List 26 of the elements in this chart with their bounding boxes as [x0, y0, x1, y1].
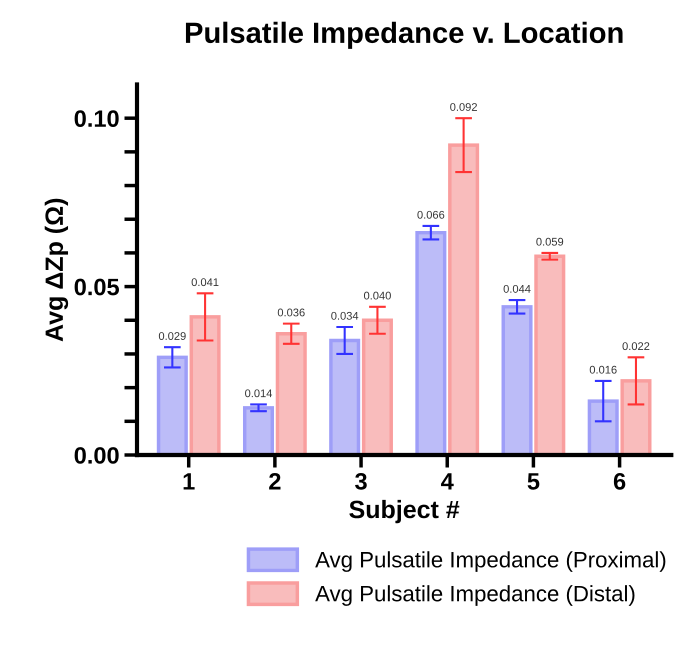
x-tick-label: 3: [355, 472, 367, 490]
data-label: 0.014: [245, 389, 272, 398]
y-tick-label: 0.00: [74, 447, 119, 464]
data-label: 0.059: [536, 238, 564, 246]
data-label: 0.066: [417, 210, 444, 219]
x-tick-label: 4: [441, 473, 454, 490]
chart-title: Pulsatile Impedance v. Location: [186, 22, 623, 49]
x-tick-label: 2: [269, 472, 281, 490]
data-label: 0.034: [331, 312, 358, 320]
data-label: 0.040: [364, 292, 391, 300]
y-tick-label: 0.10: [74, 110, 119, 127]
data-label: 0.044: [504, 284, 531, 293]
x-tick-label: 5: [528, 473, 540, 490]
data-label: 0.016: [590, 366, 617, 374]
x-tick-label: 1: [184, 473, 195, 490]
data-label: 0.036: [278, 308, 305, 316]
data-label: 0.041: [192, 278, 218, 286]
legend-label: Avg Pulsatile Impedance (Proximal): [315, 551, 666, 572]
y-tick-label: 0.05: [74, 278, 119, 296]
data-label: 0.022: [622, 342, 650, 350]
data-label: 0.092: [450, 103, 477, 111]
y-axis-title: Avg ΔZp (Ω): [44, 198, 68, 342]
data-label: 0.029: [158, 332, 186, 340]
legend-label: Avg Pulsatile Impedance (Distal): [315, 585, 634, 606]
x-tick-label: 6: [614, 472, 626, 490]
x-axis-title: Subject #: [349, 500, 460, 524]
